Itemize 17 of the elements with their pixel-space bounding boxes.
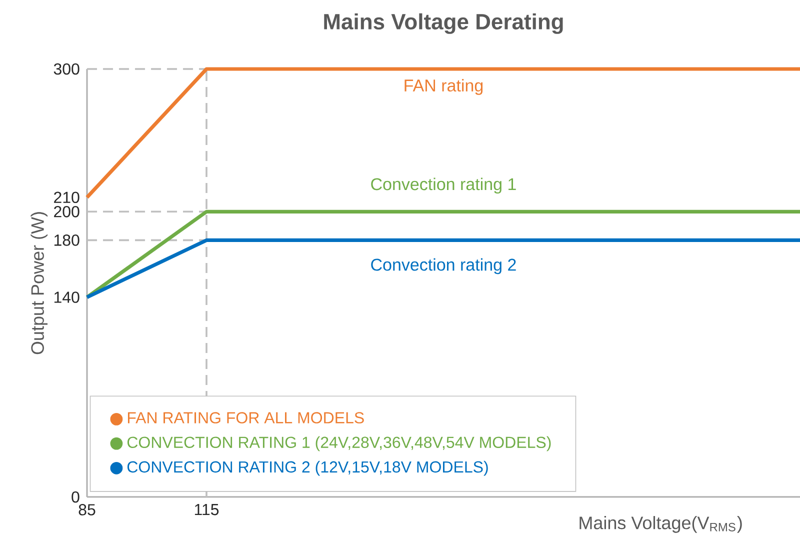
legend-label: CONVECTION RATING 1 (24V,28V,36V,48V,54V MODELS) bbox=[127, 436, 551, 452]
y-tick-label: 180 bbox=[54, 234, 80, 246]
y-tick-label: 300 bbox=[54, 63, 80, 75]
y-axis-title: Output Power (W) bbox=[30, 212, 48, 354]
legend-label: CONVECTION RATING 2 (12V,15V,18V MODELS) bbox=[127, 460, 488, 476]
annotation: Convection rating 1 bbox=[371, 178, 516, 194]
y-tick-label: 140 bbox=[54, 292, 80, 303]
annotation: Convection rating 2 bbox=[371, 258, 516, 274]
y-tick-label: 210 bbox=[54, 192, 80, 204]
x-tick-label: 115 bbox=[194, 504, 219, 516]
x-axis-title: Mains Voltage(V$_{RMS}$) bbox=[580, 516, 742, 533]
annotation: FAN rating bbox=[404, 79, 483, 95]
y-tick-label: 0 bbox=[72, 491, 80, 503]
chart-title: Mains Voltage Derating bbox=[324, 13, 563, 34]
x-tick-label: 85 bbox=[78, 504, 96, 516]
legend-label: FAN RATING FOR ALL MODELS bbox=[128, 412, 364, 424]
y-tick-label: 200 bbox=[54, 206, 80, 218]
